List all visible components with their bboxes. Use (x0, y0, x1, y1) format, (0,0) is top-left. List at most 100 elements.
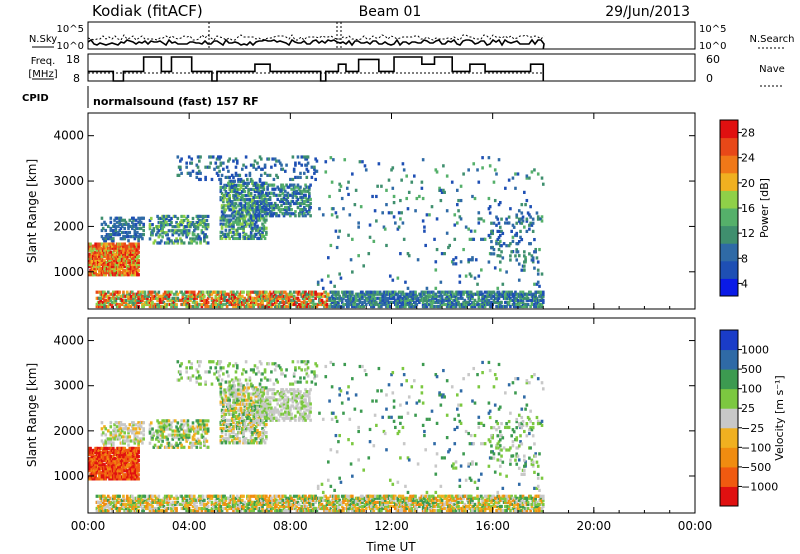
power-cell (373, 292, 377, 296)
power-cell (220, 230, 224, 234)
power-cell (439, 280, 443, 284)
power-cell (318, 294, 321, 298)
power-cell (421, 196, 425, 201)
power-cell (219, 300, 223, 305)
power-cell (222, 212, 225, 216)
power-cell (199, 292, 202, 296)
power-cell (284, 290, 287, 294)
power-cell (294, 193, 297, 197)
power-cell (258, 290, 262, 294)
power-cell (137, 258, 140, 263)
power-cell (181, 294, 185, 298)
power-cell (157, 290, 161, 294)
power-cell (139, 300, 143, 305)
power-cell (232, 292, 235, 296)
power-cell (253, 302, 257, 307)
power-cell (191, 237, 195, 241)
power-cell (308, 208, 311, 212)
power-cell (296, 205, 300, 210)
power-cell (179, 298, 182, 302)
power-cell (270, 191, 273, 195)
power-cell (143, 292, 147, 296)
power-cell (136, 256, 139, 260)
power-cell (203, 294, 206, 298)
power-cell (100, 273, 104, 277)
power-cell (353, 203, 357, 207)
velocity-cell (108, 465, 111, 469)
velocity-cell (142, 508, 145, 513)
power-cell (151, 302, 154, 307)
velocity-cell (104, 469, 108, 473)
power-cell (423, 229, 426, 233)
velocity-cell (101, 504, 105, 509)
power-cell (428, 298, 431, 302)
velocity-cell (133, 441, 137, 445)
power-cell (137, 254, 140, 258)
power-cell (504, 292, 507, 296)
power-cell (349, 298, 353, 302)
velocity-cell (249, 494, 253, 498)
power-cell (109, 237, 113, 241)
power-cell (125, 256, 129, 260)
power-cell (497, 221, 501, 225)
power-cell (123, 218, 127, 222)
power-cell (132, 256, 135, 260)
power-colorbar-segment (720, 278, 738, 297)
velocity-cell (120, 429, 124, 433)
velocity-cell (101, 431, 105, 435)
power-cell (114, 228, 118, 233)
velocity-cell (99, 500, 102, 504)
power-cell (157, 302, 161, 307)
power-cell (103, 294, 106, 298)
power-cell (238, 234, 242, 238)
velocity-cell (105, 448, 109, 453)
power-cell (262, 193, 266, 197)
velocity-cell (138, 423, 142, 427)
power-cell (457, 296, 460, 300)
power-cell (146, 302, 149, 307)
power-cell (287, 205, 291, 210)
power-cell (247, 189, 250, 194)
power-cell (114, 252, 118, 256)
power-cell (471, 256, 474, 260)
power-cell (98, 290, 101, 294)
power-cell (477, 221, 481, 225)
power-cell (380, 184, 383, 188)
velocity-cell (203, 504, 206, 509)
power-cell (296, 197, 300, 202)
power-cell (192, 229, 196, 233)
power-colorbar-segment (720, 260, 738, 279)
power-cell (407, 302, 411, 307)
power-cell (533, 266, 536, 270)
power-cell (402, 237, 406, 241)
velocity-cell (128, 423, 132, 427)
power-cell (229, 294, 233, 298)
power-cell (230, 212, 234, 216)
power-cell (112, 239, 115, 243)
power-cell (482, 296, 486, 300)
power-cell (258, 205, 262, 210)
power-cell (523, 264, 526, 268)
power-cell (180, 241, 183, 245)
power-cell (342, 296, 345, 300)
velocity-cell (186, 508, 190, 513)
power-cell (337, 235, 340, 239)
power-cell (117, 296, 120, 300)
power-cell (406, 300, 410, 305)
power-cell (501, 282, 505, 286)
power-cell (450, 290, 454, 294)
power-cell (405, 294, 409, 298)
power-cell (401, 300, 405, 305)
power-cell (158, 300, 162, 305)
velocity-cell (120, 423, 124, 427)
power-cell (265, 214, 268, 218)
power-cell (248, 292, 252, 296)
power-cell (348, 292, 352, 296)
power-cell (209, 161, 212, 165)
power-cell (224, 208, 228, 212)
velocity-cell (171, 500, 175, 504)
power-cell (368, 298, 372, 302)
power-cell (515, 248, 519, 252)
power-cell (142, 216, 145, 220)
